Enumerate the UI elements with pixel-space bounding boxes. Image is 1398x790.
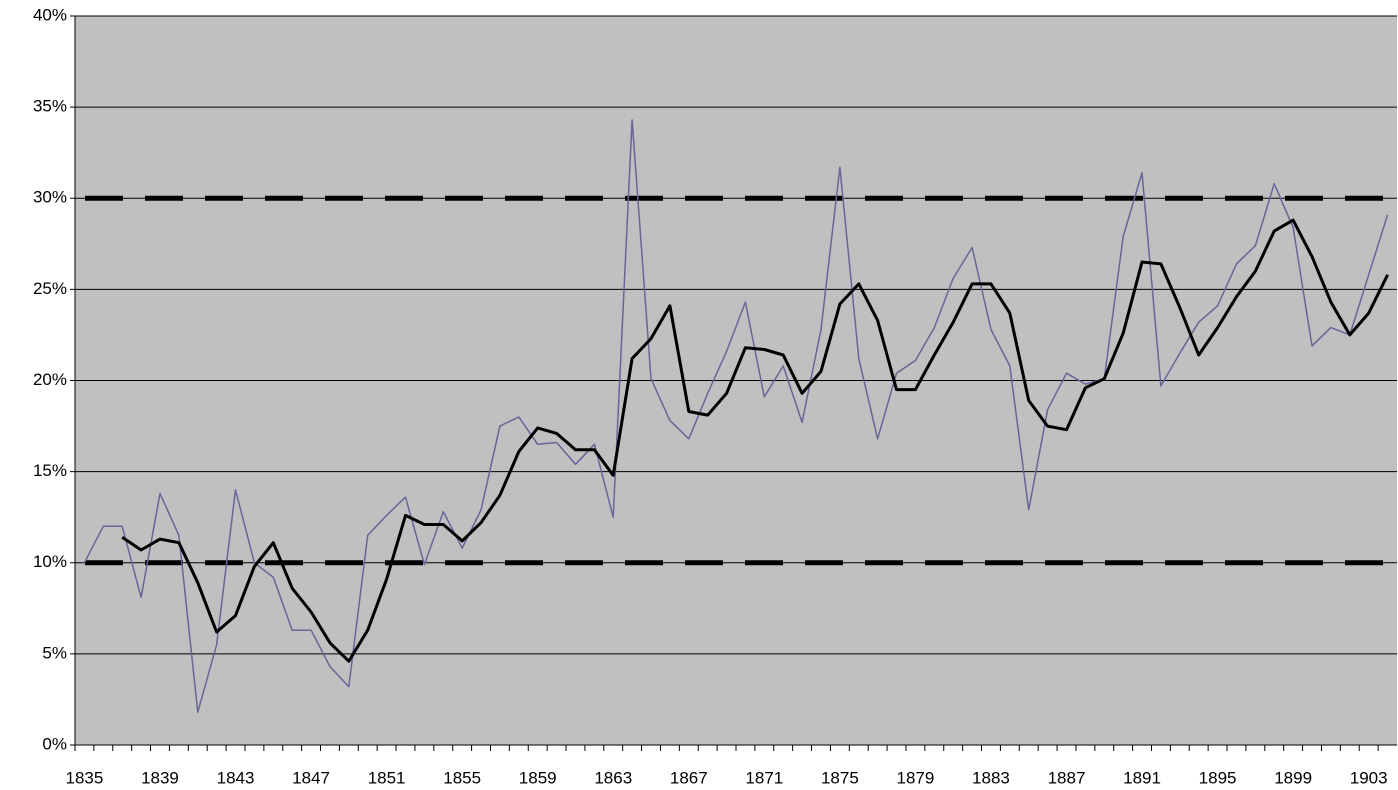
y-tick-label: 30% (33, 188, 67, 207)
x-tick-label: 1891 (1123, 768, 1161, 787)
x-tick-label: 1847 (292, 768, 330, 787)
x-tick-label: 1835 (66, 768, 104, 787)
x-tick-label: 1883 (972, 768, 1010, 787)
data-line (121, 218, 1389, 663)
x-tick-label: 1875 (821, 768, 859, 787)
y-tick-label: 10% (33, 552, 67, 571)
x-tick-label: 1839 (141, 768, 179, 787)
x-tick-label: 1855 (443, 768, 481, 787)
y-tick-label: 0% (42, 734, 67, 753)
x-tick-label: 1859 (519, 768, 557, 787)
x-tick-label: 1887 (1048, 768, 1086, 787)
y-tick-label: 15% (33, 461, 67, 480)
y-tick-label: 40% (33, 5, 67, 24)
x-tick-label: 1843 (217, 768, 255, 787)
x-tick-label: 1899 (1274, 768, 1312, 787)
x-tick-label: 1879 (897, 768, 935, 787)
x-tick-label: 1871 (745, 768, 783, 787)
x-tick-label: 1863 (594, 768, 632, 787)
data-line (83, 119, 1389, 713)
x-tick-label: 1895 (1199, 768, 1237, 787)
y-tick-label: 5% (42, 643, 67, 662)
y-tick-label: 20% (33, 370, 67, 389)
x-tick-label: 1903 (1350, 768, 1388, 787)
x-tick-label: 1867 (670, 768, 708, 787)
y-tick-label: 25% (33, 279, 67, 298)
x-tick-label: 1851 (368, 768, 406, 787)
y-tick-label: 35% (33, 97, 67, 116)
